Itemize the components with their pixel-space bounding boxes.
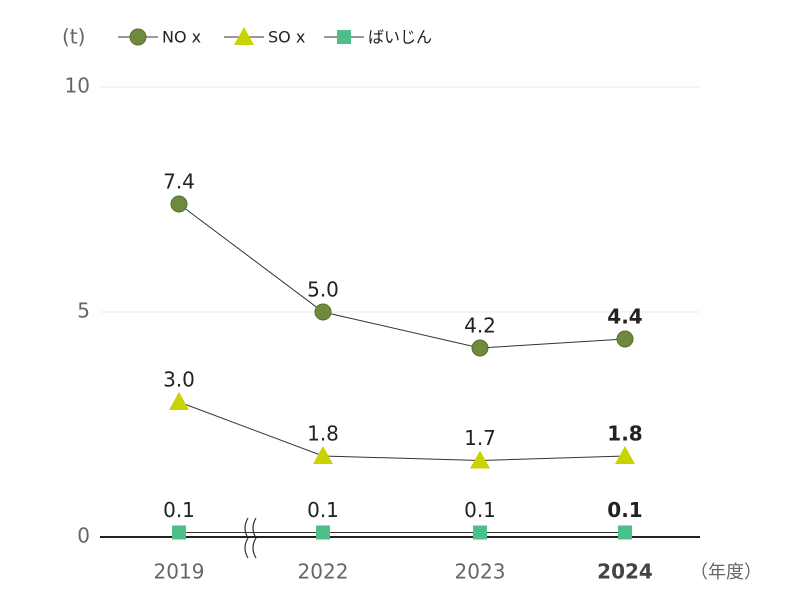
point: [314, 303, 332, 321]
point: [316, 525, 330, 540]
legend-marker: [337, 30, 351, 44]
x-tick-label: 2022: [298, 560, 349, 584]
legend-label: ばいじん: [368, 28, 432, 47]
y-tick-label: 10: [65, 74, 90, 98]
value-label: 1.7: [464, 426, 496, 450]
point: [169, 392, 189, 410]
point: [470, 450, 490, 469]
point: [473, 525, 487, 540]
x-tick-label: 2024: [597, 560, 653, 584]
value-label: 5.0: [307, 278, 339, 302]
value-label: 1.8: [607, 422, 642, 446]
value-label: 7.4: [163, 170, 195, 194]
point: [615, 446, 635, 464]
y-unit: (t): [62, 25, 85, 49]
value-label: 0.1: [163, 498, 195, 522]
point: [313, 446, 333, 464]
value-label: 0.1: [464, 498, 496, 522]
point: [616, 330, 634, 348]
point: [170, 195, 188, 213]
y-tick-label: 0: [77, 524, 90, 548]
value-label: 3.0: [163, 368, 195, 392]
value-label: 4.2: [464, 314, 496, 338]
series-line: [178, 401, 626, 462]
legend-label: SO x: [268, 28, 305, 47]
x-tick-label: 2019: [154, 560, 205, 584]
value-label: 1.8: [307, 422, 339, 446]
y-tick-label: 5: [77, 299, 90, 323]
point: [172, 525, 186, 540]
value-label: 0.1: [307, 498, 339, 522]
value-label: 0.1: [607, 498, 642, 522]
series-line: [178, 203, 626, 349]
legend-marker: [129, 28, 147, 46]
legend-marker: [234, 27, 254, 45]
point: [471, 339, 489, 357]
legend-label: NO x: [162, 28, 201, 47]
x-unit: （年度）: [690, 562, 762, 583]
value-label: 4.4: [607, 305, 642, 329]
point: [618, 525, 632, 540]
x-tick-label: 2023: [455, 560, 506, 584]
